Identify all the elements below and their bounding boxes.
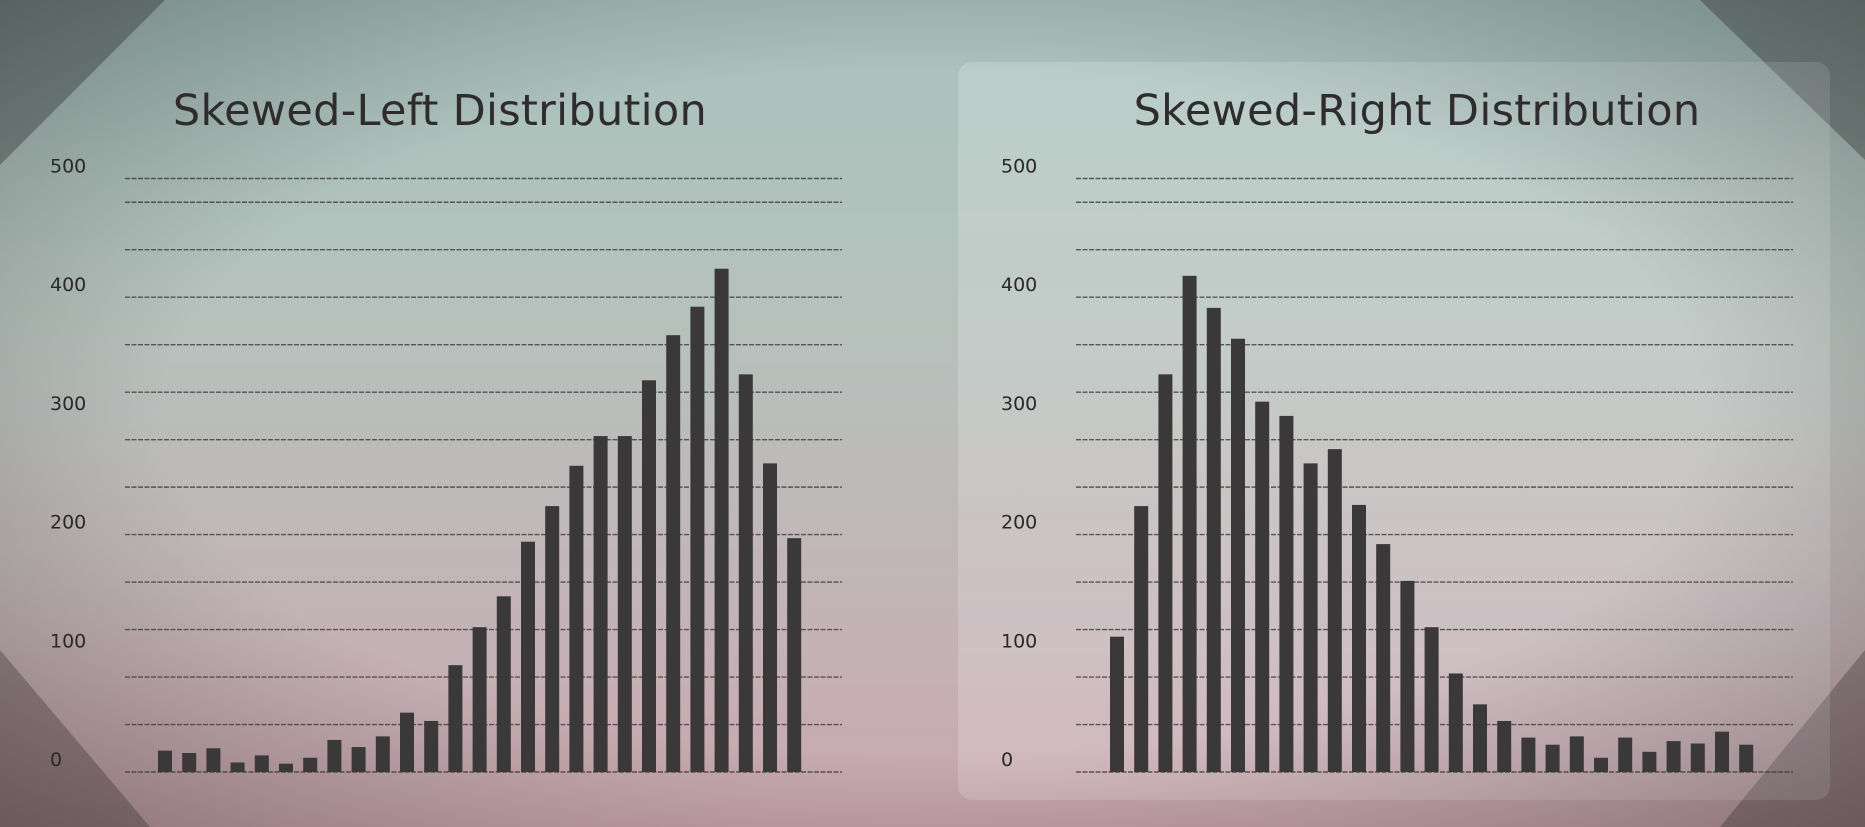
bar — [1134, 506, 1149, 772]
bar — [763, 463, 777, 772]
bar — [1158, 374, 1173, 772]
bar — [1473, 704, 1487, 772]
bar — [424, 720, 439, 772]
bar — [1739, 744, 1754, 772]
y-tick-label: 400 — [1001, 274, 1037, 296]
bar — [158, 750, 172, 772]
chart-skewed-left: Skewed-Left Distribution 0 100 200 300 400 50… — [50, 86, 842, 773]
bar — [303, 757, 318, 772]
bar — [327, 739, 342, 772]
chart-title-skewed-right: Skewed-Right Distribution — [1134, 86, 1701, 136]
bar — [1448, 673, 1463, 772]
bar — [182, 753, 197, 772]
y-tick-label: 500 — [50, 156, 86, 178]
bar — [1545, 744, 1560, 772]
bar — [738, 374, 753, 772]
bar — [206, 748, 221, 772]
bar — [1110, 636, 1124, 772]
bar — [472, 627, 487, 772]
bar — [1715, 731, 1729, 772]
bar — [714, 268, 729, 772]
bar — [1376, 544, 1391, 772]
chart-skewed-right: Skewed-Right Distribution 0 100 200 300 400 5… — [1001, 86, 1793, 773]
bar — [545, 506, 560, 772]
bar — [1521, 737, 1536, 772]
bar — [787, 538, 802, 772]
bar — [1594, 757, 1608, 772]
bar — [351, 747, 366, 772]
bar — [1352, 504, 1366, 772]
bar — [1206, 307, 1221, 772]
bar — [496, 596, 511, 772]
bar — [375, 736, 390, 772]
y-tick-label: 100 — [50, 630, 86, 652]
y-tick-label: 100 — [1001, 630, 1037, 652]
bar — [1303, 463, 1318, 772]
bar — [1642, 751, 1657, 772]
bar — [1182, 275, 1197, 772]
y-ticks-skewed-left: 0 100 200 300 400 500 — [50, 156, 86, 772]
bar — [1400, 580, 1415, 772]
y-tick-label: 400 — [50, 274, 86, 296]
bar — [593, 436, 608, 772]
bar — [1618, 737, 1633, 772]
bar — [279, 763, 293, 772]
bar — [1279, 415, 1294, 772]
y-tick-label: 300 — [50, 393, 86, 415]
bar — [254, 755, 269, 772]
bars-skewed-left — [158, 268, 802, 772]
bar — [448, 665, 463, 772]
bar — [1424, 627, 1439, 772]
bar — [1231, 338, 1245, 772]
y-tick-label: 500 — [1001, 156, 1037, 178]
bar — [1569, 736, 1584, 772]
y-ticks-skewed-right: 0 100 200 300 400 500 — [1001, 156, 1037, 772]
bar — [1666, 741, 1681, 772]
y-tick-label: 0 — [50, 749, 62, 771]
bar — [666, 335, 681, 772]
bar — [400, 712, 414, 772]
bar — [1497, 720, 1512, 772]
bar — [1327, 449, 1342, 772]
bar — [230, 762, 245, 772]
bars-skewed-right — [1110, 275, 1754, 772]
y-tick-label: 200 — [1001, 512, 1037, 534]
y-tick-label: 0 — [1001, 749, 1013, 771]
chart-title-skewed-left: Skewed-Left Distribution — [173, 86, 707, 136]
y-tick-label: 300 — [1001, 393, 1037, 415]
bar — [569, 465, 584, 772]
bar — [1255, 401, 1270, 772]
y-tick-label: 200 — [50, 512, 86, 534]
bar — [690, 306, 705, 772]
bar — [642, 380, 656, 772]
bar — [617, 436, 632, 772]
bar — [521, 541, 535, 772]
bar — [1690, 743, 1705, 772]
